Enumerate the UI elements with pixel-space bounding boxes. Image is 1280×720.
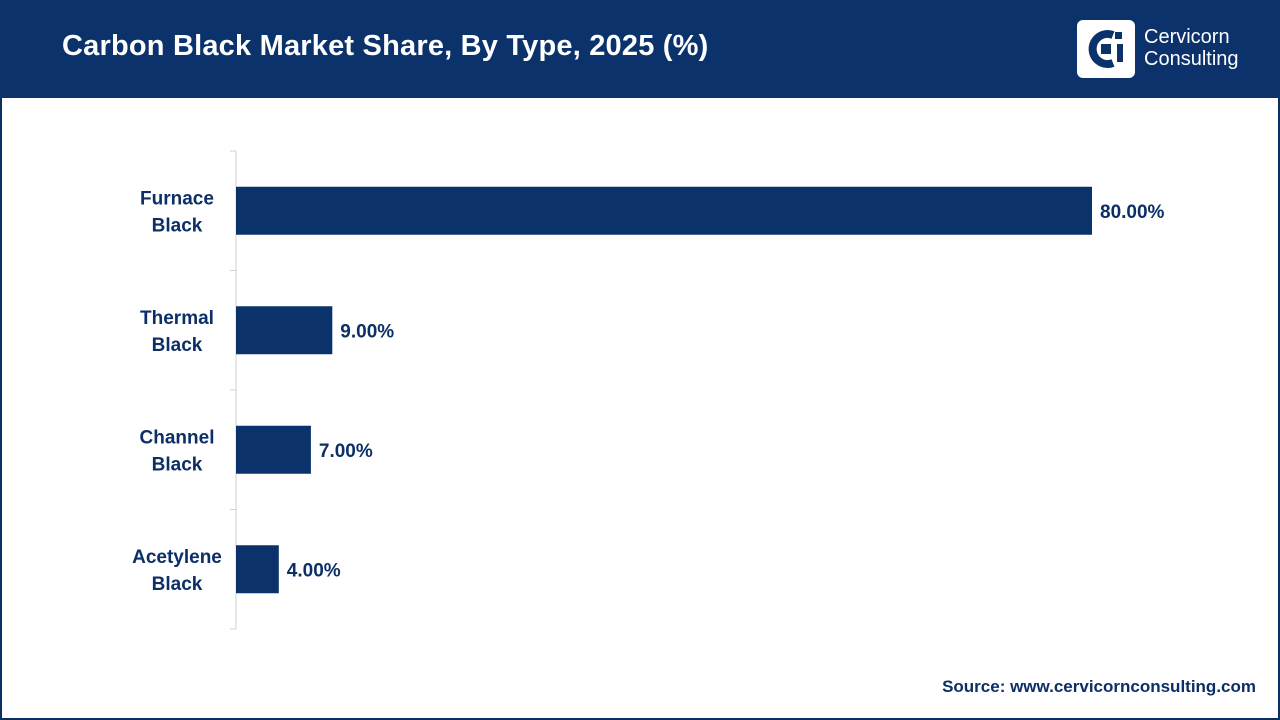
data-label: 4.00%	[287, 560, 341, 581]
header-bar: Carbon Black Market Share, By Type, 2025…	[0, 0, 1280, 98]
category-label: Black	[152, 215, 203, 236]
category-label: Acetylene	[132, 547, 222, 568]
category-label: Black	[152, 574, 203, 595]
bar	[236, 425, 311, 474]
source-note: Source: www.cervicornconsulting.com	[942, 677, 1256, 696]
logo-icon	[1077, 20, 1135, 78]
company-logo: Cervicorn Consulting	[1077, 20, 1262, 80]
data-label: 7.00%	[319, 441, 373, 462]
category-label: Thermal	[140, 308, 214, 329]
data-label: 80.00%	[1100, 202, 1165, 223]
category-label: Channel	[140, 427, 215, 448]
category-label: Furnace	[140, 188, 214, 209]
bar	[236, 545, 279, 594]
bar	[236, 186, 1092, 235]
bar-chart: 80.00% Furnace Black 9.00% Thermal Black 7.00%…	[132, 150, 1165, 630]
logo-wordmark: Cervicorn Consulting	[1144, 26, 1239, 70]
logo-line-1: Cervicorn	[1144, 26, 1230, 48]
data-label: 9.00%	[340, 321, 394, 342]
page-title: Carbon Black Market Share, By Type, 2025…	[62, 30, 709, 62]
category-label: Black	[152, 335, 203, 356]
bar	[236, 306, 333, 355]
category-label: Black	[152, 454, 203, 475]
logo-line-2: Consulting	[1144, 48, 1239, 70]
